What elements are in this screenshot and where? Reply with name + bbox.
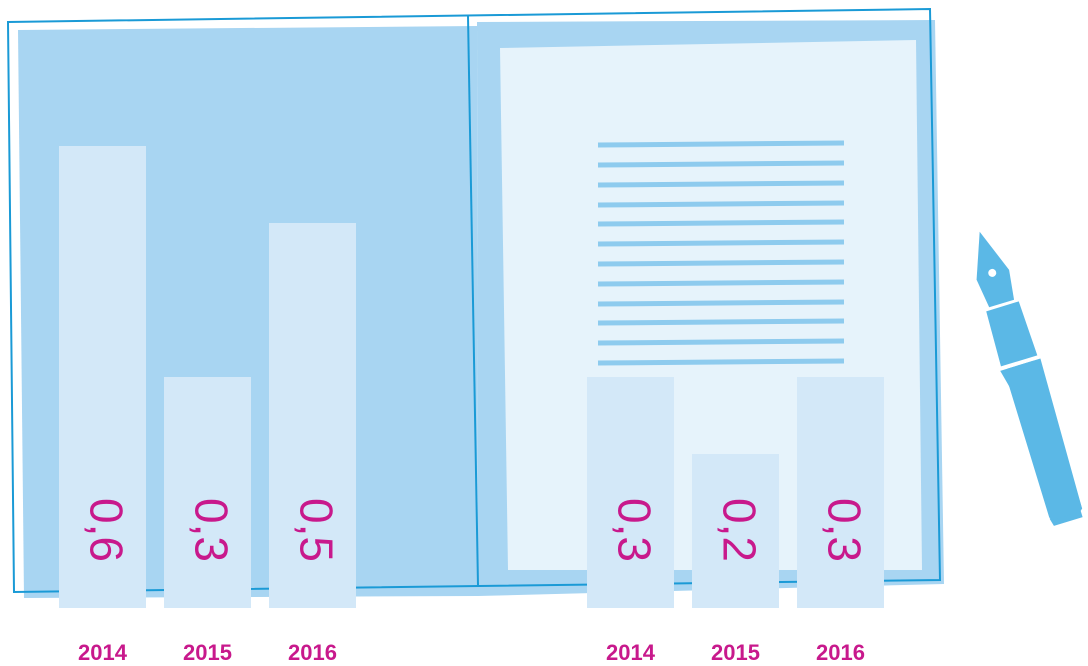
chart: 0,6 2014 0,3 2015 0,5 2016 0,3 2014 0,2 2015 0,3 20… (0, 0, 1088, 666)
x-tick-label: 2014 (78, 640, 128, 665)
bar (797, 377, 884, 608)
value-label: 0,5 (290, 498, 342, 562)
x-tick-label: 2015 (183, 640, 232, 665)
pen (960, 226, 1088, 528)
x-tick-label: 2014 (606, 640, 656, 665)
value-label: 0,3 (818, 498, 870, 562)
value-label: 0,3 (608, 498, 660, 562)
value-label: 0,6 (80, 498, 132, 562)
value-label: 0,3 (185, 498, 237, 562)
value-label: 0,2 (713, 498, 765, 562)
page: 0,6 2014 0,3 2015 0,5 2016 0,3 2014 0,2 2015 0,3 20… (0, 0, 1088, 666)
x-tick-label: 2015 (711, 640, 760, 665)
bar (587, 377, 674, 608)
x-tick-label: 2016 (288, 640, 337, 665)
x-tick-label: 2016 (816, 640, 865, 665)
bar (164, 377, 251, 608)
